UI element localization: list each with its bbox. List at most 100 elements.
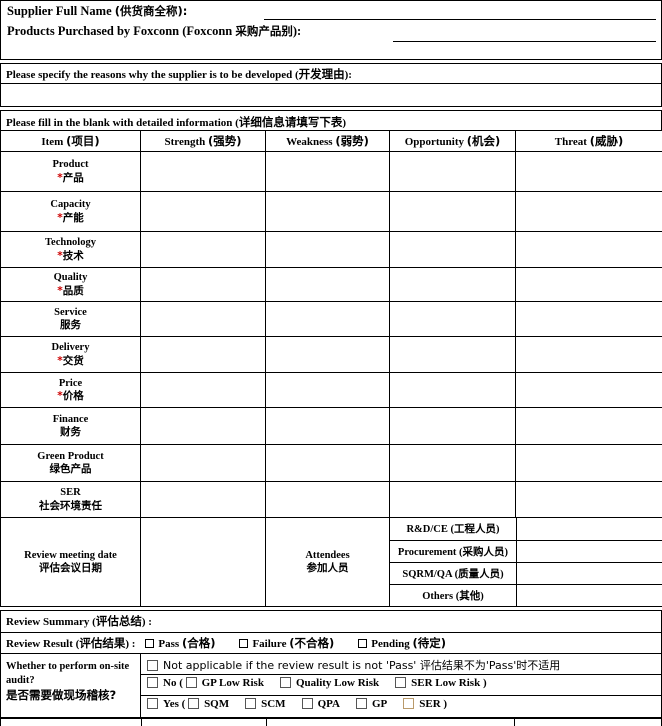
swot-cell-opportunity[interactable] <box>390 302 516 337</box>
products-purchased-label: Products Purchased by Foxconn (Foxconn 采… <box>7 23 301 39</box>
audit-not-applicable-row[interactable]: Not applicable if the review result is n… <box>141 654 661 675</box>
attendee-role-label: Procurement (采购人员) <box>390 540 516 562</box>
required-asterisk: * <box>57 172 63 184</box>
stub-divider-2 <box>266 719 267 726</box>
swot-cell-strength[interactable] <box>141 302 266 337</box>
swot-cell-threat[interactable] <box>516 268 662 302</box>
audit-option-label: SER Low Risk <box>411 677 480 689</box>
audit-option-label: QPA <box>318 698 340 710</box>
swot-item-label: Price*价格 <box>1 373 141 408</box>
checkbox-icon[interactable] <box>358 639 367 648</box>
table-row: Price*价格 <box>1 373 662 408</box>
swot-cell-strength[interactable] <box>141 482 266 518</box>
review-meeting-row: Review meeting date 评估会议日期 Attendees 参加人… <box>1 518 662 607</box>
checkbox-icon[interactable] <box>280 677 291 688</box>
fill-instruction-label: Please fill in the blank with detailed i… <box>6 114 346 130</box>
swot-cell-opportunity[interactable] <box>390 192 516 232</box>
supplier-full-name-input[interactable] <box>264 19 656 20</box>
checkbox-icon[interactable] <box>302 698 313 709</box>
checkbox-icon[interactable] <box>245 698 256 709</box>
swot-cell-opportunity[interactable] <box>390 445 516 482</box>
swot-cell-weakness[interactable] <box>266 232 390 268</box>
swot-cell-threat[interactable] <box>516 337 662 373</box>
checkbox-icon[interactable] <box>147 698 158 709</box>
swot-cell-threat[interactable] <box>516 445 662 482</box>
swot-table: Item (项目) Strength (强势) Weakness (弱势) Op… <box>0 130 662 607</box>
review-result-row: Review Result (评估结果) : Pass (合格)Failure … <box>1 633 661 654</box>
attendee-row: Others (其他) <box>390 584 662 606</box>
audit-option-label: Quality Low Risk <box>296 677 379 689</box>
swot-cell-threat[interactable] <box>516 192 662 232</box>
swot-cell-opportunity[interactable] <box>390 268 516 302</box>
swot-cell-threat[interactable] <box>516 408 662 445</box>
swot-cell-weakness[interactable] <box>266 373 390 408</box>
swot-cell-threat[interactable] <box>516 152 662 192</box>
swot-cell-opportunity[interactable] <box>390 232 516 268</box>
swot-cell-threat[interactable] <box>516 373 662 408</box>
checkbox-icon[interactable] <box>186 677 197 688</box>
required-asterisk: * <box>57 390 63 402</box>
swot-cell-weakness[interactable] <box>266 268 390 302</box>
swot-item-label: Quality*品质 <box>1 268 141 302</box>
result-option-failure[interactable]: Failure (不合格) <box>239 638 334 650</box>
checkbox-icon[interactable] <box>239 639 248 648</box>
required-asterisk: * <box>57 285 63 297</box>
review-meeting-date-input[interactable] <box>141 518 266 607</box>
required-asterisk: * <box>57 212 63 224</box>
checkbox-icon[interactable] <box>188 698 199 709</box>
swot-cell-opportunity[interactable] <box>390 152 516 192</box>
swot-cell-opportunity[interactable] <box>390 482 516 518</box>
checkbox-not-applicable-icon[interactable] <box>147 660 158 671</box>
result-option-pending[interactable]: Pending (待定) <box>358 638 446 650</box>
checkbox-icon[interactable] <box>145 639 154 648</box>
swot-cell-strength[interactable] <box>141 337 266 373</box>
attendee-row: SQRM/QA (质量人员) <box>390 562 662 584</box>
audit-paren-close: ) <box>441 698 447 710</box>
swot-cell-strength[interactable] <box>141 152 266 192</box>
table-row: Capacity*产能 <box>1 192 662 232</box>
swot-cell-threat[interactable] <box>516 232 662 268</box>
swot-cell-threat[interactable] <box>516 302 662 337</box>
attendees-subtable: R&D/CE (工程人员)Procurement (采购人员)SQRM/QA (… <box>390 518 662 606</box>
checkbox-icon[interactable] <box>147 677 158 688</box>
attendee-name-input[interactable] <box>516 540 662 562</box>
stub-divider-1 <box>141 719 142 726</box>
attendee-name-input[interactable] <box>516 584 662 606</box>
swot-cell-weakness[interactable] <box>266 302 390 337</box>
swot-cell-weakness[interactable] <box>266 408 390 445</box>
swot-cell-strength[interactable] <box>141 373 266 408</box>
swot-cell-strength[interactable] <box>141 232 266 268</box>
audit-main-label: No ( <box>163 677 186 689</box>
development-reasons-input[interactable] <box>1 84 661 106</box>
swot-cell-opportunity[interactable] <box>390 337 516 373</box>
swot-cell-strength[interactable] <box>141 192 266 232</box>
swot-cell-opportunity[interactable] <box>390 408 516 445</box>
swot-cell-threat[interactable] <box>516 482 662 518</box>
result-option-pass[interactable]: Pass (合格) <box>145 638 215 650</box>
swot-cell-weakness[interactable] <box>266 337 390 373</box>
checkbox-icon[interactable] <box>395 677 406 688</box>
attendee-name-input[interactable] <box>516 562 662 584</box>
swot-cell-opportunity[interactable] <box>390 373 516 408</box>
swot-cell-strength[interactable] <box>141 268 266 302</box>
products-purchased-input[interactable] <box>393 41 656 42</box>
swot-cell-strength[interactable] <box>141 445 266 482</box>
attendee-name-input[interactable] <box>516 518 662 540</box>
swot-cell-weakness[interactable] <box>266 152 390 192</box>
fill-instruction-block: Please fill in the blank with detailed i… <box>0 110 662 130</box>
swot-cell-weakness[interactable] <box>266 445 390 482</box>
swot-cell-strength[interactable] <box>141 408 266 445</box>
attendee-row: R&D/CE (工程人员) <box>390 518 662 540</box>
swot-cell-weakness[interactable] <box>266 192 390 232</box>
review-summary-input[interactable] <box>152 611 661 632</box>
swot-item-label: Capacity*产能 <box>1 192 141 232</box>
audit-paren-close: ) <box>480 677 486 689</box>
onsite-audit-label: Whether to perform on-site audit? 是否需要做现… <box>1 654 141 717</box>
checkbox-icon[interactable] <box>403 698 414 709</box>
checkbox-icon[interactable] <box>356 698 367 709</box>
swot-cell-weakness[interactable] <box>266 482 390 518</box>
